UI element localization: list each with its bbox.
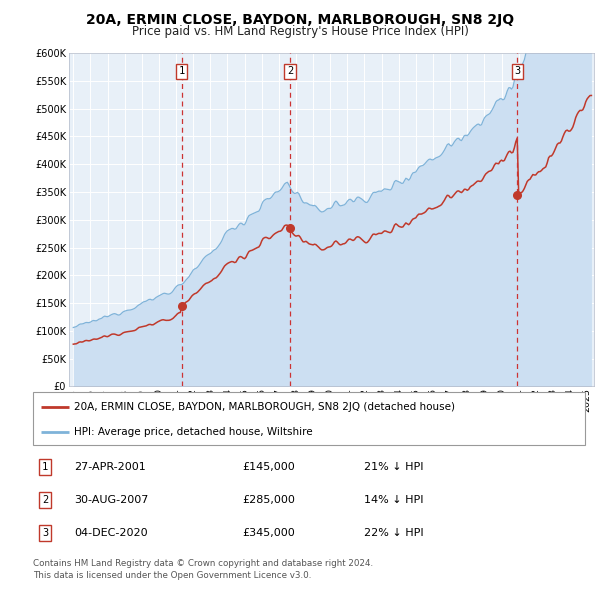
Text: 22% ↓ HPI: 22% ↓ HPI <box>364 528 424 538</box>
Text: 04-DEC-2020: 04-DEC-2020 <box>74 528 148 538</box>
Text: Price paid vs. HM Land Registry's House Price Index (HPI): Price paid vs. HM Land Registry's House … <box>131 25 469 38</box>
Text: This data is licensed under the Open Government Licence v3.0.: This data is licensed under the Open Gov… <box>33 571 311 579</box>
FancyBboxPatch shape <box>33 392 585 445</box>
Text: 14% ↓ HPI: 14% ↓ HPI <box>364 495 424 505</box>
Text: 1: 1 <box>178 67 185 77</box>
Text: 21% ↓ HPI: 21% ↓ HPI <box>364 462 424 472</box>
Text: Contains HM Land Registry data © Crown copyright and database right 2024.: Contains HM Land Registry data © Crown c… <box>33 559 373 568</box>
Text: HPI: Average price, detached house, Wiltshire: HPI: Average price, detached house, Wilt… <box>74 427 313 437</box>
Text: 2: 2 <box>287 67 293 77</box>
Text: 27-APR-2001: 27-APR-2001 <box>74 462 146 472</box>
Text: £285,000: £285,000 <box>243 495 296 505</box>
Text: 1: 1 <box>42 462 48 472</box>
Text: 2: 2 <box>42 495 48 505</box>
Text: 3: 3 <box>514 67 520 77</box>
Text: 20A, ERMIN CLOSE, BAYDON, MARLBOROUGH, SN8 2JQ: 20A, ERMIN CLOSE, BAYDON, MARLBOROUGH, S… <box>86 13 514 27</box>
Text: £345,000: £345,000 <box>243 528 296 538</box>
Text: 30-AUG-2007: 30-AUG-2007 <box>74 495 149 505</box>
Text: 20A, ERMIN CLOSE, BAYDON, MARLBOROUGH, SN8 2JQ (detached house): 20A, ERMIN CLOSE, BAYDON, MARLBOROUGH, S… <box>74 402 455 412</box>
Text: £145,000: £145,000 <box>243 462 296 472</box>
Text: 3: 3 <box>42 528 48 538</box>
